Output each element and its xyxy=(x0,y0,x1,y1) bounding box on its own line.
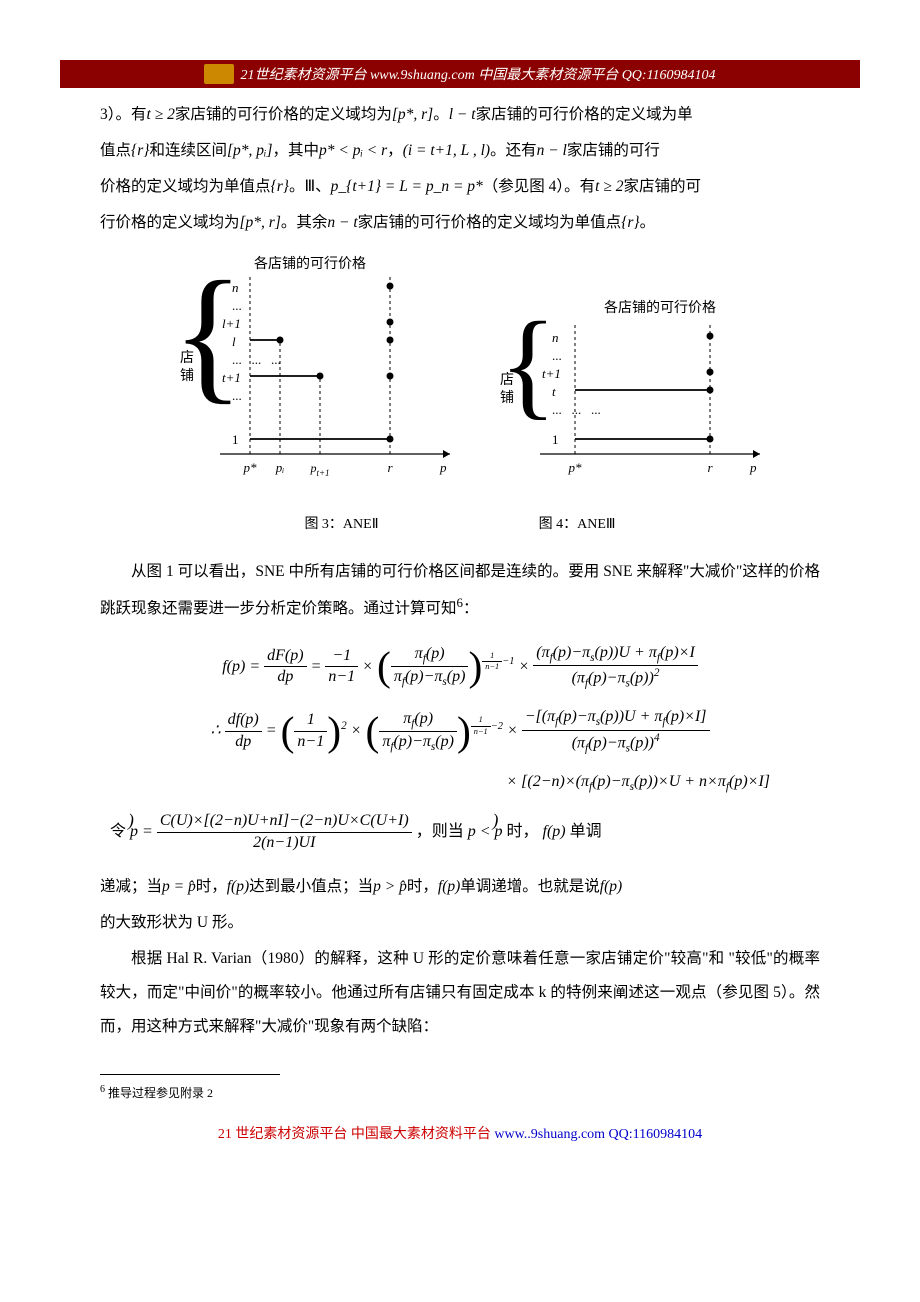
page-content: 3）。有t ≥ 2家店铺的可行价格的定义域均为[p*, r]。l − t家店铺的… xyxy=(100,98,820,1151)
svg-text:pt+1: pt+1 xyxy=(309,461,329,478)
svg-text:...: ... xyxy=(552,348,562,363)
figures-row: 各店铺的可行价格 { 店 铺 n ... l+1 l ... ... ... t… xyxy=(100,254,820,504)
svg-text:r: r xyxy=(387,460,393,475)
svg-text:p*: p* xyxy=(568,460,583,475)
header-logo xyxy=(204,64,234,84)
header-text: 21世纪素材资源平台 www.9shuang.com 中国最大素材资源平台 QQ… xyxy=(240,64,715,84)
fig3-title: 各店铺的可行价格 xyxy=(254,256,366,272)
fig4-brace: { xyxy=(499,297,557,430)
fig3-side2: 铺 xyxy=(180,368,194,384)
formula-2b: × [(2−n)×(πf(p)−πs(p))×U + n×πf(p)×I] xyxy=(100,772,820,795)
figure-captions: 图 3：ANEⅡ 图 4：ANEⅢ xyxy=(100,510,820,541)
para-final-3: 根据 Hal R. Varian（1980）的解释，这种 U 形的定价意味着任意… xyxy=(100,942,820,1044)
formula-3: 令 p) = C(U)×[(2−n)U+nI]−(2−n)U×C(U+I)2(n… xyxy=(110,811,820,854)
svg-text:1: 1 xyxy=(232,432,239,447)
para-3: 价格的定义域均为单值点{r}。Ⅲ、p_{t+1} = L = p_n = p*（… xyxy=(100,170,820,204)
svg-text:p: p xyxy=(439,460,447,475)
svg-text:... ... ...: ... ... ... xyxy=(552,402,601,417)
page-footer: 21 世纪素材资源平台 中国最大素材资料平台 www..9shuang.com … xyxy=(100,1120,820,1151)
svg-text:pᵢ: pᵢ xyxy=(275,460,285,475)
para-4: 行价格的定义域均为[p*, r]。其余n − t家店铺的可行价格的定义域均为单值… xyxy=(100,206,820,240)
para-2: 值点{r}和连续区间[p*, pᵢ]，其中p* < pᵢ < r，(i = t+… xyxy=(100,134,820,168)
svg-text:r: r xyxy=(707,460,713,475)
figure-3: 各店铺的可行价格 { 店 铺 n ... l+1 l ... ... ... t… xyxy=(150,254,460,504)
svg-text:t+1: t+1 xyxy=(222,370,241,385)
para-1: 3）。有t ≥ 2家店铺的可行价格的定义域均为[p*, r]。l − t家店铺的… xyxy=(100,98,820,132)
para-final-2: 的大致形状为 U 形。 xyxy=(100,906,820,940)
figure-4: 各店铺的可行价格 { 店 铺 n ... t+1 t ... ... ... 1… xyxy=(470,254,770,504)
svg-text:n: n xyxy=(552,330,559,345)
svg-text:...: ... xyxy=(232,388,242,403)
fig4-caption: 图 4：ANEⅢ xyxy=(539,510,616,541)
svg-text:t: t xyxy=(552,384,556,399)
svg-text:1: 1 xyxy=(552,432,559,447)
para-final-1: 递减；当p = p̂时，f(p)达到最小值点；当p > p̂时，f(p)单调递增… xyxy=(100,870,820,904)
fig4-title: 各店铺的可行价格 xyxy=(604,300,716,316)
footnote-separator xyxy=(100,1074,280,1075)
formula-1: f(p) = dF(p)dp = −1n−1 × (πf(p)πf(p)−πs(… xyxy=(100,643,820,692)
fig4-side1: 店 xyxy=(500,372,514,388)
fig3-side1: 店 xyxy=(180,350,194,366)
fig3-caption: 图 3：ANEⅡ xyxy=(304,510,378,541)
svg-text:t+1: t+1 xyxy=(542,366,561,381)
fig4-side2: 铺 xyxy=(500,390,514,406)
header-banner: 21世纪素材资源平台 www.9shuang.com 中国最大素材资源平台 QQ… xyxy=(60,60,860,88)
svg-text:p*: p* xyxy=(243,460,258,475)
para-after-fig: 从图 1 可以看出，SNE 中所有店铺的可行价格区间都是连续的。要用 SNE 来… xyxy=(100,555,820,626)
footer-red: 21 世纪素材资源平台 中国最大素材资料平台 xyxy=(218,1127,491,1142)
svg-text:... ... ...: ... ... ... xyxy=(232,352,281,367)
footnote: 6 推导过程参见附录 2 xyxy=(100,1079,820,1106)
svg-text:l+1: l+1 xyxy=(222,316,241,331)
svg-text:p: p xyxy=(749,460,757,475)
footer-blue: www..9shuang.com QQ:1160984104 xyxy=(494,1127,702,1142)
formula-2: ∴ df(p)dp = (1n−1)2 × (πf(p)πf(p)−πs(p))… xyxy=(100,707,820,756)
svg-text:...: ... xyxy=(232,298,242,313)
svg-text:n: n xyxy=(232,280,239,295)
svg-text:l: l xyxy=(232,334,236,349)
